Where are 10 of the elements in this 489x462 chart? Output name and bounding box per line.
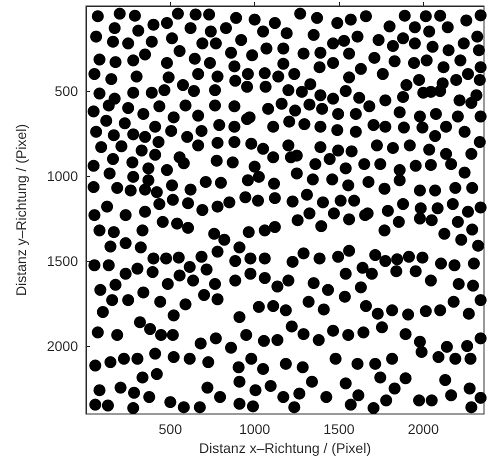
x-axis-title: Distanz x–Richtung / (Pixel) [199, 440, 371, 456]
y-tick-label: 1000 [46, 168, 78, 184]
x-tick-label: 1500 [323, 421, 355, 437]
x-tick-label: 500 [158, 421, 182, 437]
y-tick-label: 500 [54, 83, 78, 99]
x-tick-label: 1000 [239, 421, 270, 437]
y-tick-label: 2000 [46, 338, 78, 354]
y-tick-label: 1500 [46, 253, 78, 269]
x-tick-label: 2000 [408, 421, 440, 437]
y-axis-title: Distanz y–Richtung / (Pixel) [13, 124, 29, 296]
